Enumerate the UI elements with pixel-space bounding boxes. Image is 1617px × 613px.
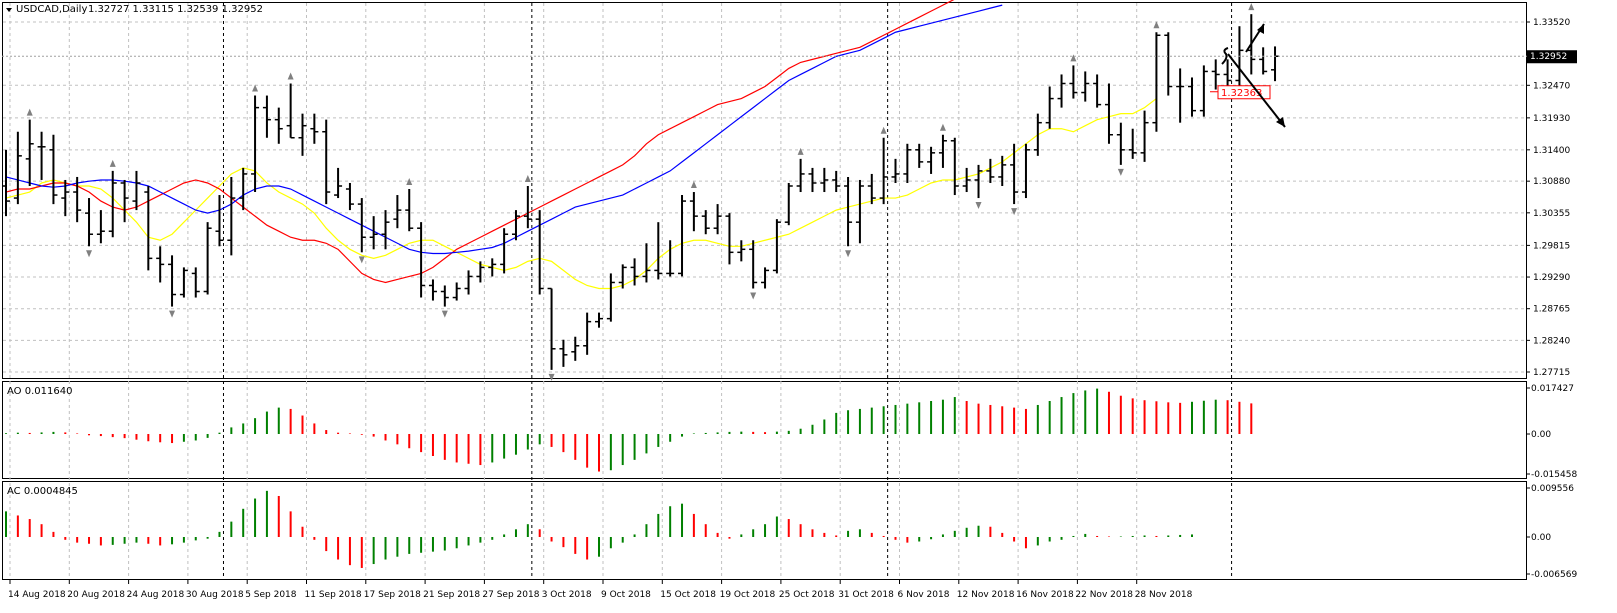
ao-histogram bbox=[5, 388, 1253, 472]
up-arrow-head-icon bbox=[1257, 24, 1264, 34]
ohlc-readout: 1.32727 1.33115 1.32539 1.32952 bbox=[88, 4, 263, 15]
fractal-up-icon bbox=[524, 174, 531, 182]
fractal-up-icon bbox=[939, 123, 946, 131]
fractal-up-icon bbox=[1070, 54, 1077, 62]
date-tick-label: 12 Nov 2018 bbox=[957, 590, 1015, 600]
fractal-down-icon bbox=[975, 202, 982, 210]
axes: 1.33520 1.32470 1.31930 1.31400 1.30880 1.303… bbox=[8, 18, 1570, 600]
date-tick-label: 30 Aug 2018 bbox=[186, 590, 244, 600]
fractal-down-icon bbox=[750, 292, 757, 300]
fractal-down-icon bbox=[1117, 168, 1124, 176]
ao-pane bbox=[2, 381, 1527, 479]
fractal-down-icon bbox=[169, 310, 176, 318]
price-tick-label: 1.29815 bbox=[1533, 241, 1570, 251]
price-tick-label: 1.32470 bbox=[1533, 81, 1570, 91]
current-price-tag bbox=[1527, 50, 1577, 64]
fractal-up-icon bbox=[797, 147, 804, 155]
date-tick-label: 20 Aug 2018 bbox=[67, 590, 125, 600]
fractal-up-icon bbox=[109, 159, 116, 167]
ma-line-blue bbox=[5, 4, 1003, 255]
ac-histogram bbox=[5, 490, 1193, 568]
price-tick-label: 1.27715 bbox=[1533, 368, 1570, 378]
symbol-label: USDCAD,Daily bbox=[16, 4, 87, 15]
date-tick-label: 31 Oct 2018 bbox=[838, 590, 894, 600]
date-tick-label: 25 Oct 2018 bbox=[779, 590, 835, 600]
fractal-down-icon bbox=[86, 250, 93, 258]
fractal-down-icon bbox=[1011, 208, 1018, 216]
down-arrow-head-icon bbox=[1276, 117, 1285, 127]
current-price-tag-text: 1.32952 bbox=[1530, 52, 1567, 62]
date-tick-label: 17 Sep 2018 bbox=[364, 590, 421, 600]
price-tick-label: 1.30355 bbox=[1533, 209, 1570, 219]
ao-tick-zero: 0.00 bbox=[1531, 430, 1551, 440]
ac-tick-top: 0.009556 bbox=[1531, 484, 1574, 494]
date-tick-label: 3 Oct 2018 bbox=[542, 590, 592, 600]
fractal-up-icon bbox=[1248, 3, 1255, 11]
main-price-pane bbox=[2, 2, 1527, 379]
date-tick-label: 19 Oct 2018 bbox=[720, 590, 776, 600]
date-tick-label: 28 Nov 2018 bbox=[1135, 590, 1193, 600]
fractal-down-icon bbox=[548, 373, 555, 381]
date-tick-label: 24 Aug 2018 bbox=[127, 590, 185, 600]
price-tick-label: 1.28765 bbox=[1533, 305, 1570, 315]
fractal-up-icon bbox=[880, 126, 887, 134]
ao-tick-top: 0.017427 bbox=[1531, 384, 1574, 394]
price-bars bbox=[2, 14, 1280, 370]
triangle-down-icon bbox=[6, 8, 12, 12]
ma-line-yellow bbox=[5, 98, 1157, 290]
date-tick-label: 14 Aug 2018 bbox=[8, 590, 66, 600]
fractal-down-icon bbox=[441, 310, 448, 318]
fractal-up-icon bbox=[287, 72, 294, 80]
date-tick-label: 27 Sep 2018 bbox=[482, 590, 539, 600]
fractal-up-icon bbox=[252, 84, 259, 92]
date-tick-label: 9 Oct 2018 bbox=[601, 590, 651, 600]
date-tick-label: 11 Sep 2018 bbox=[305, 590, 362, 600]
ac-tick-bottom: -0.006569 bbox=[1531, 570, 1577, 580]
ac-pane bbox=[2, 481, 1527, 580]
price-tick-label: 1.29290 bbox=[1533, 273, 1570, 283]
price-tick-label: 1.28240 bbox=[1533, 336, 1570, 346]
date-tick-label: 5 Sep 2018 bbox=[245, 590, 297, 600]
date-tick-label: 16 Nov 2018 bbox=[1016, 590, 1074, 600]
down-arrow-line[interactable] bbox=[1227, 53, 1286, 128]
date-tick-label: 22 Nov 2018 bbox=[1075, 590, 1133, 600]
date-tick-label: 15 Oct 2018 bbox=[660, 590, 716, 600]
ma-line-red bbox=[5, 0, 955, 284]
ac-panel-title: AC 0.0004845 bbox=[7, 486, 78, 497]
fractals bbox=[26, 3, 1255, 381]
fractal-up-icon bbox=[26, 108, 33, 116]
level-tag-text: 1.32363 bbox=[1221, 88, 1262, 99]
fractal-up-icon bbox=[1153, 21, 1160, 29]
price-tick-label: 1.30880 bbox=[1533, 177, 1570, 187]
price-tick-label: 1.31930 bbox=[1533, 114, 1570, 124]
fractal-up-icon bbox=[406, 178, 413, 186]
price-tick-label: 1.31400 bbox=[1533, 146, 1570, 156]
fractal-up-icon bbox=[690, 181, 697, 189]
fractal-down-icon bbox=[358, 256, 365, 264]
fractal-down-icon bbox=[845, 250, 852, 258]
hand-drawn-squiggle[interactable] bbox=[1221, 47, 1229, 65]
price-tick-label: 1.33520 bbox=[1533, 18, 1570, 28]
ao-tick-bottom: -0.015458 bbox=[1531, 470, 1577, 480]
date-tick-label: 21 Sep 2018 bbox=[423, 590, 480, 600]
level-tag bbox=[1217, 85, 1271, 100]
ac-tick-zero: 0.00 bbox=[1531, 533, 1551, 543]
ao-panel-title: AO 0.011640 bbox=[7, 386, 72, 397]
grid bbox=[3, 3, 1526, 578]
date-tick-label: 6 Nov 2018 bbox=[898, 590, 950, 600]
